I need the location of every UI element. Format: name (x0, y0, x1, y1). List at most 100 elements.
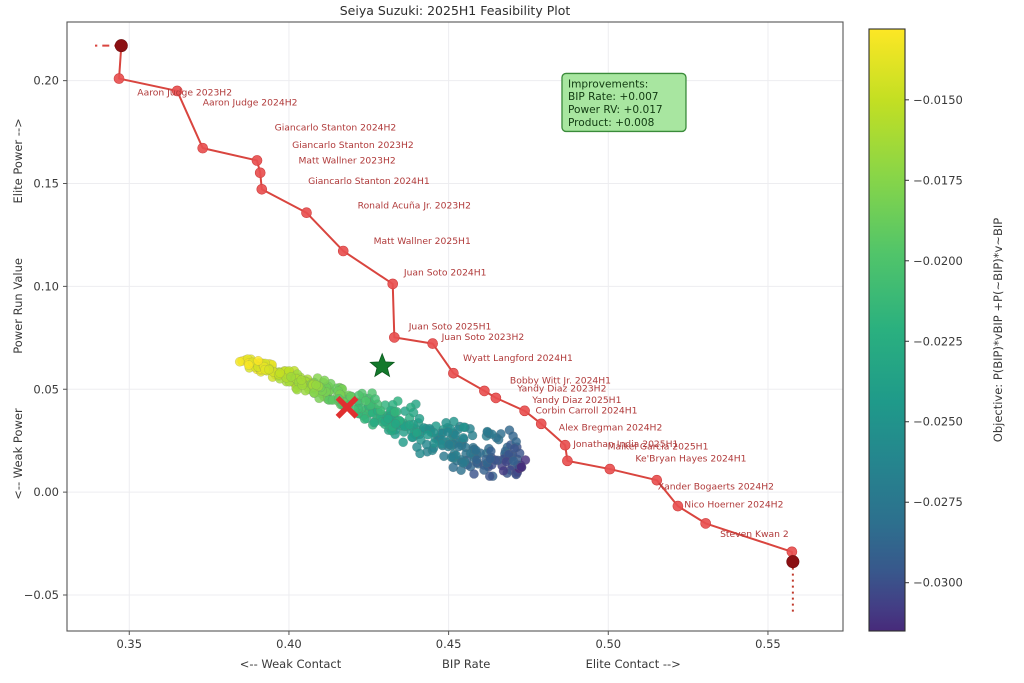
frontier-point (559, 439, 571, 451)
colorbar-tick-label: −0.0200 (913, 254, 963, 268)
x-tick-label: 0.45 (436, 637, 462, 651)
frontier-point-label: Bobby Witt Jr. 2024H1 (510, 376, 611, 387)
gridlines (67, 22, 843, 631)
cloud-point (458, 422, 469, 432)
improvements-annotation-line: Product: +0.008 (568, 117, 655, 129)
cloud-point (264, 364, 274, 375)
cloud-point (383, 414, 393, 424)
cloud-point (458, 458, 469, 468)
frontier-point (479, 385, 490, 397)
plot-frame (66, 21, 844, 632)
special-markers (335, 352, 396, 419)
frontier-point-label: Ronald Acuña Jr. 2023H2 (358, 201, 471, 212)
cloud-point (234, 356, 245, 367)
frontier-point-label: Jonathan India 2025H1 (572, 439, 678, 450)
frontier-point-label: Nico Hoerner 2024H2 (684, 500, 783, 511)
frontier-point-label: Giancarlo Stanton 2024H2 (275, 123, 397, 134)
colorbar-tick-label: −0.0275 (913, 495, 963, 509)
x-tick-label: 0.35 (116, 637, 142, 651)
cloud-point (443, 427, 453, 437)
cloud-point (444, 439, 455, 450)
colorbar-axis-label: Objective: P(BIP)*vBIP +P(~BIP)*v~BIP (991, 218, 1005, 442)
y-tick-label: 0.10 (33, 279, 59, 293)
cloud-point (286, 372, 296, 382)
cloud-point (390, 418, 401, 429)
chart-title: Seiya Suzuki: 2025H1 Feasibility Plot (340, 3, 571, 18)
cloud-point (471, 455, 482, 465)
frontier-point (672, 500, 684, 512)
frontier-point-label: Aaron Judge 2024H2 (203, 97, 298, 108)
x-axis-label-weak: <-- Weak Contact (240, 657, 342, 671)
cloud-point (408, 407, 419, 418)
cloud-point (509, 443, 520, 454)
cloud-point (498, 466, 509, 476)
frontier-point (604, 463, 616, 475)
cloud-point (354, 390, 364, 401)
cloud-point (458, 433, 469, 443)
cloud-point (448, 462, 458, 473)
cloud-point (412, 428, 422, 438)
cloud-point (516, 462, 527, 472)
improvements-annotation-box (561, 72, 687, 133)
frontier-endpoint (114, 39, 128, 53)
colorbar-gradient (868, 28, 906, 632)
x-axis-label-elite: Elite Contact --> (586, 657, 681, 671)
frontier-point (490, 392, 502, 404)
cloud-point (508, 456, 519, 466)
axes: 0.35 0.40 0.45 0.50 0.55 −0.05 0.00 0.05 0.10 0.1… (24, 21, 844, 651)
improvements-annotation-line: BIP Rate: +0.007 (568, 91, 659, 103)
cloud-point (485, 454, 495, 464)
frontier-point (387, 278, 399, 290)
frontier-point (535, 418, 547, 430)
frontier-point (301, 207, 312, 219)
cloud-point (296, 375, 307, 385)
frontier-point (651, 474, 663, 486)
scatter-cloud (234, 354, 531, 481)
frontier-point-label: Xander Bogaerts 2024H2 (658, 482, 774, 493)
frontier-point-label: Steven Kwan 2 (720, 529, 789, 540)
y-tick-label: 0.15 (33, 177, 59, 191)
x-tick-label: 0.55 (755, 637, 781, 651)
cloud-point (454, 441, 464, 452)
cloud-point (361, 396, 371, 406)
cloud-point (319, 375, 330, 386)
cloud-point (412, 442, 422, 452)
frontier-point (256, 183, 268, 195)
frontier-point-label: Matt Wallner 2023H2 (299, 156, 396, 167)
cloud-point (414, 413, 425, 424)
x-axis-label-center: BIP Rate (442, 657, 490, 671)
current-marker-x-icon (335, 395, 359, 419)
y-axis-label-elite: Elite Power --> (11, 118, 25, 203)
cloud-point (243, 360, 254, 370)
cloud-point (253, 355, 263, 366)
frontier-point (113, 73, 125, 84)
frontier-point (519, 405, 530, 417)
x-tick-label: 0.40 (276, 637, 302, 651)
cloud-point (311, 380, 321, 390)
cloud-point (398, 437, 408, 448)
cloud-point (404, 420, 415, 430)
cloud-point (482, 426, 493, 437)
frontier-point-label: Yandy Diaz 2025H1 (531, 395, 621, 406)
colorbar-tick-label: −0.0175 (913, 173, 963, 187)
frontier-point (427, 338, 438, 349)
cloud-point (423, 429, 433, 440)
frontier-point-label: Juan Soto 2023H2 (441, 332, 525, 343)
cloud-point (275, 368, 285, 378)
frontier-point (700, 518, 711, 529)
frontier-point (448, 367, 459, 379)
frontier-point (562, 455, 573, 467)
y-axis-label-center: Power Run Value (11, 258, 25, 354)
colorbar-tick-label: −0.0300 (913, 576, 963, 590)
axis-labels: <-- Weak Contact BIP Rate Elite Contact --… (11, 118, 681, 671)
colorbar-tick-label: −0.0225 (913, 334, 963, 348)
frontier-point-label: Giancarlo Stanton 2023H2 (292, 140, 414, 151)
frontier-group (95, 39, 800, 613)
colorbar: −0.0150 −0.0175 −0.0200 −0.0225 −0.0250 −0.02… (868, 28, 1005, 632)
frontier-point-label: Juan Soto 2025H1 (408, 322, 492, 333)
cloud-point (446, 452, 457, 462)
y-axis-label-weak: <-- Weak Power (11, 408, 25, 500)
